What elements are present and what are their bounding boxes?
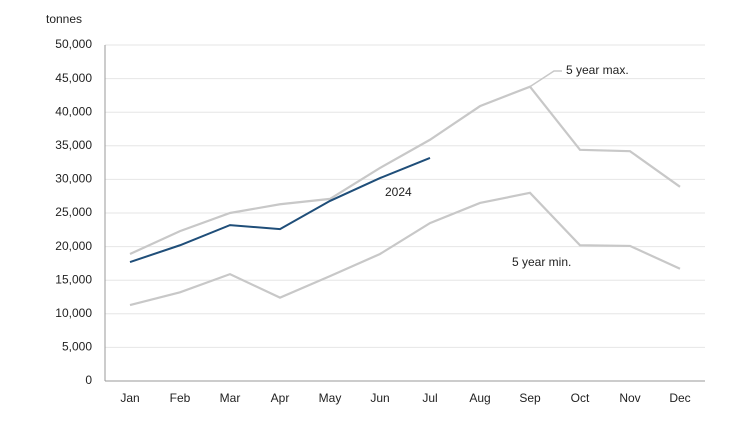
x-tick-label: Jan <box>120 391 139 405</box>
x-tick-label: Mar <box>220 391 241 405</box>
y-tick-label: 20,000 <box>55 239 92 253</box>
x-tick-label: Nov <box>619 391 640 405</box>
x-tick-label: Apr <box>271 391 290 405</box>
y-tick-label: 30,000 <box>55 172 92 186</box>
x-tick-label: Aug <box>469 391 490 405</box>
series-label: 5 year max. <box>566 63 629 77</box>
x-tick-label: Feb <box>170 391 191 405</box>
series-line <box>129 156 431 264</box>
y-tick-label: 5,000 <box>62 340 92 354</box>
series-label: 2024 <box>385 185 412 199</box>
x-tick-label: May <box>319 391 342 405</box>
y-tick-label: 0 <box>85 373 92 387</box>
y-tick-label: 40,000 <box>55 104 92 118</box>
x-tick-label: Dec <box>669 391 690 405</box>
x-tick-label: Jul <box>422 391 437 405</box>
x-tick-label: Oct <box>571 391 590 405</box>
y-axis-label: tonnes <box>46 12 82 26</box>
y-tick-label: 45,000 <box>55 71 92 85</box>
x-tick-label: Jun <box>370 391 389 405</box>
series-line <box>129 85 681 255</box>
label-leader <box>529 70 562 88</box>
series-label: 5 year min. <box>512 255 571 269</box>
y-tick-label: 50,000 <box>55 37 92 51</box>
series-line <box>129 191 681 307</box>
y-tick-label: 35,000 <box>55 138 92 152</box>
x-tick-label: Sep <box>519 391 541 405</box>
y-tick-label: 15,000 <box>55 272 92 286</box>
y-tick-label: 10,000 <box>55 306 92 320</box>
y-tick-label: 25,000 <box>55 205 92 219</box>
